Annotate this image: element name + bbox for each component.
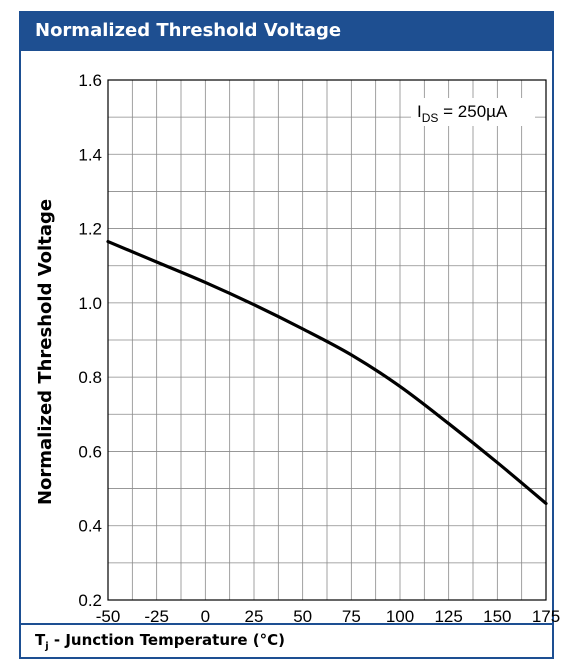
x-tick-label: 0	[201, 607, 210, 626]
x-tick-label: 50	[293, 607, 312, 626]
x-tick-labels: -50 -25 0 25 50 75 100 125 150 175	[96, 607, 560, 626]
y-tick-label: 0.8	[78, 368, 102, 387]
annotation-main: I	[417, 102, 422, 121]
x-axis-label: Tj - Junction Temperature (°C)	[35, 631, 285, 652]
x-tick-label: 25	[245, 607, 264, 626]
annotation-ids: IDS = 250µA	[417, 102, 508, 125]
x-tick-label: -25	[144, 607, 169, 626]
y-axis-label: Normalized Threshold Voltage	[35, 199, 56, 505]
chart-header: Normalized Threshold Voltage	[21, 13, 552, 51]
x-tick-label: 75	[342, 607, 361, 626]
x-tick-label: 100	[386, 607, 414, 626]
x-axis-label-sub: j	[45, 641, 49, 652]
y-tick-label: 0.6	[78, 442, 102, 461]
y-tick-label: 1.6	[78, 71, 102, 90]
annotation-rest: = 250µA	[438, 102, 508, 121]
x-tick-label: 125	[434, 607, 462, 626]
x-tick-label: 150	[483, 607, 511, 626]
series-line	[106, 239, 548, 506]
y-tick-label: 0.4	[78, 517, 102, 536]
y-tick-label: 1.4	[78, 145, 102, 164]
y-tick-label: 0.2	[78, 591, 102, 610]
y-tick-label: 1.2	[78, 220, 102, 239]
footer-divider	[21, 623, 552, 625]
x-axis-label-main: T	[35, 631, 46, 649]
x-axis-label-rest: - Junction Temperature (°C)	[48, 631, 286, 649]
x-tick-label: 175	[532, 607, 560, 626]
annotation-background	[411, 98, 535, 126]
annotation-sub: DS	[422, 111, 439, 125]
y-tick-labels: 0.2 0.4 0.6 0.8 1.0 1.2 1.4 1.6	[78, 71, 102, 610]
y-tick-label: 1.0	[78, 294, 102, 313]
chart-title: Normalized Threshold Voltage	[35, 20, 342, 41]
x-tick-label: -50	[96, 607, 121, 626]
plot-border	[107, 79, 547, 601]
